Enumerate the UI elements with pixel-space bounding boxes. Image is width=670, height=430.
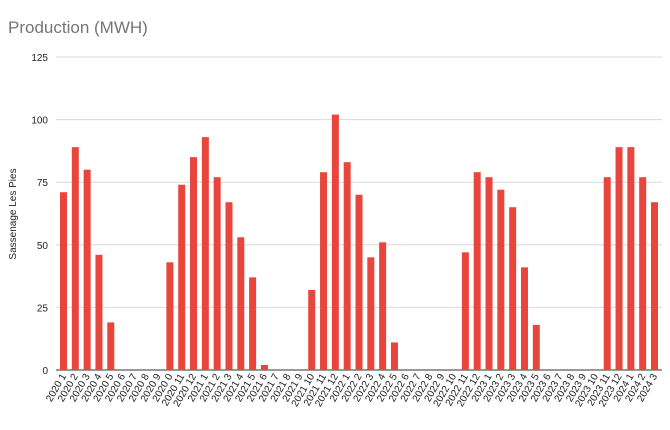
bar	[95, 254, 103, 370]
y-tick-label: 0	[42, 366, 48, 377]
bar	[627, 147, 635, 370]
y-tick-label: 100	[31, 116, 48, 127]
bar	[485, 177, 493, 370]
bar	[260, 364, 268, 370]
bar	[639, 177, 647, 370]
bar	[60, 192, 67, 370]
bar	[190, 157, 198, 370]
y-tick-label: 25	[37, 303, 49, 314]
y-tick-label: 75	[37, 178, 49, 189]
bar	[615, 147, 623, 370]
bar	[213, 177, 221, 370]
bar	[166, 262, 174, 370]
bar	[603, 177, 611, 370]
bar	[178, 184, 186, 370]
bar	[355, 194, 363, 370]
y-tick-label: 125	[31, 53, 48, 64]
bar	[520, 267, 528, 370]
y-tick-label: 50	[37, 241, 49, 252]
bar	[367, 257, 375, 370]
bar	[651, 202, 658, 370]
bar	[107, 322, 115, 370]
bar	[509, 207, 517, 370]
bars	[60, 114, 658, 370]
bar	[225, 202, 233, 370]
bar	[497, 189, 505, 370]
bar	[201, 137, 209, 370]
bar	[379, 242, 387, 370]
bar	[461, 252, 469, 370]
y-axis-label: Sassenage Les Pies	[8, 168, 19, 259]
bar	[473, 172, 481, 370]
bar	[331, 114, 339, 370]
bar	[320, 172, 328, 370]
y-axis-ticks: 0 25 50 75 100 125	[31, 53, 48, 377]
bar	[71, 147, 79, 370]
bar	[390, 342, 398, 370]
bar	[249, 277, 257, 370]
bar	[532, 324, 540, 370]
chart-title: Production (MWH)	[8, 18, 148, 37]
bar	[83, 169, 91, 370]
bar	[343, 162, 351, 370]
bar	[237, 237, 245, 370]
bar	[308, 289, 316, 370]
